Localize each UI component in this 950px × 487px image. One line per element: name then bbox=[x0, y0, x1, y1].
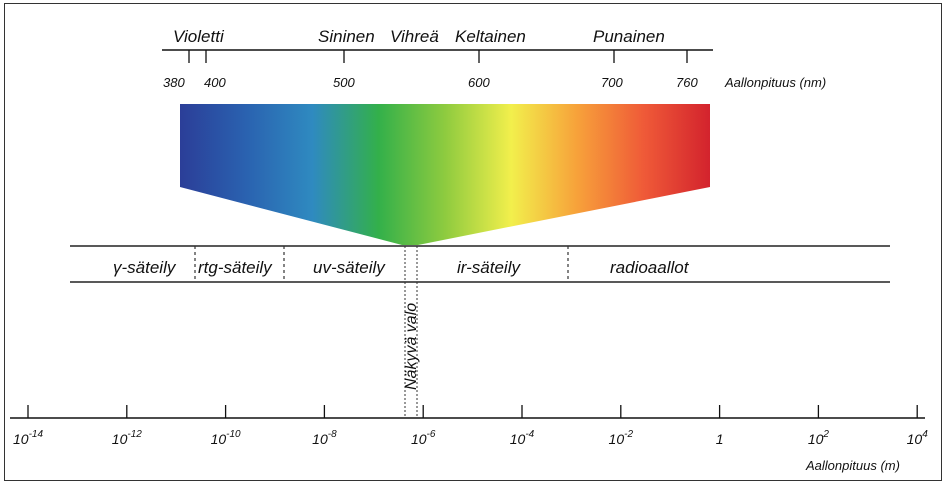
visible-light-label: Näkyvä valo bbox=[403, 303, 420, 390]
meter-tick-label: 10-4 bbox=[510, 429, 535, 447]
meter-tick-label: 104 bbox=[907, 429, 929, 447]
nm-tick-label: 760 bbox=[676, 75, 698, 90]
band-label-xray: rtg-säteily bbox=[198, 258, 273, 277]
meter-axis-label: Aallonpituus (m) bbox=[805, 458, 900, 473]
band-label-gamma: γ-säteily bbox=[113, 258, 177, 277]
color-label-blue: Sininen bbox=[318, 27, 375, 46]
color-label-red: Punainen bbox=[593, 27, 665, 46]
nm-tick-label: 400 bbox=[204, 75, 226, 90]
nm-tick-label: 700 bbox=[601, 75, 623, 90]
meter-axis: 10-14 10-12 10-10 10-8 10-6 10-4 10-2 1 102 104 A… bbox=[10, 405, 928, 473]
meter-tick-label: 10-14 bbox=[13, 429, 43, 447]
nm-tick-label: 500 bbox=[333, 75, 355, 90]
band-label-uv: uv-säteily bbox=[313, 258, 386, 277]
nm-tick-label: 600 bbox=[468, 75, 490, 90]
band-label-ir: ir-säteily bbox=[457, 258, 521, 277]
meter-tick-label: 10-2 bbox=[609, 429, 634, 447]
meter-tick-label: 10-8 bbox=[312, 429, 337, 447]
meter-tick-label: 10-6 bbox=[411, 429, 436, 447]
color-label-yellow: Keltainen bbox=[455, 27, 526, 46]
visible-spectrum-gradient bbox=[180, 104, 710, 245]
meter-tick-label: 1 bbox=[716, 431, 724, 447]
nm-axis-label: Aallonpituus (nm) bbox=[724, 75, 826, 90]
band-label-radio: radioaallot bbox=[610, 258, 690, 277]
color-label-violet: Violetti bbox=[173, 27, 225, 46]
nm-tick-label: 380 bbox=[163, 75, 185, 90]
meter-tick-label: 10-12 bbox=[112, 429, 142, 447]
em-band-strip: γ-säteily rtg-säteily uv-säteily ir-säte… bbox=[70, 245, 890, 418]
color-name-scale: Violetti Sininen Vihreä Keltainen Punain… bbox=[162, 27, 826, 90]
meter-tick-label: 10-10 bbox=[211, 429, 241, 447]
meter-tick-label: 102 bbox=[808, 429, 830, 447]
figure-frame bbox=[4, 3, 942, 481]
color-label-green: Vihreä bbox=[390, 27, 439, 46]
